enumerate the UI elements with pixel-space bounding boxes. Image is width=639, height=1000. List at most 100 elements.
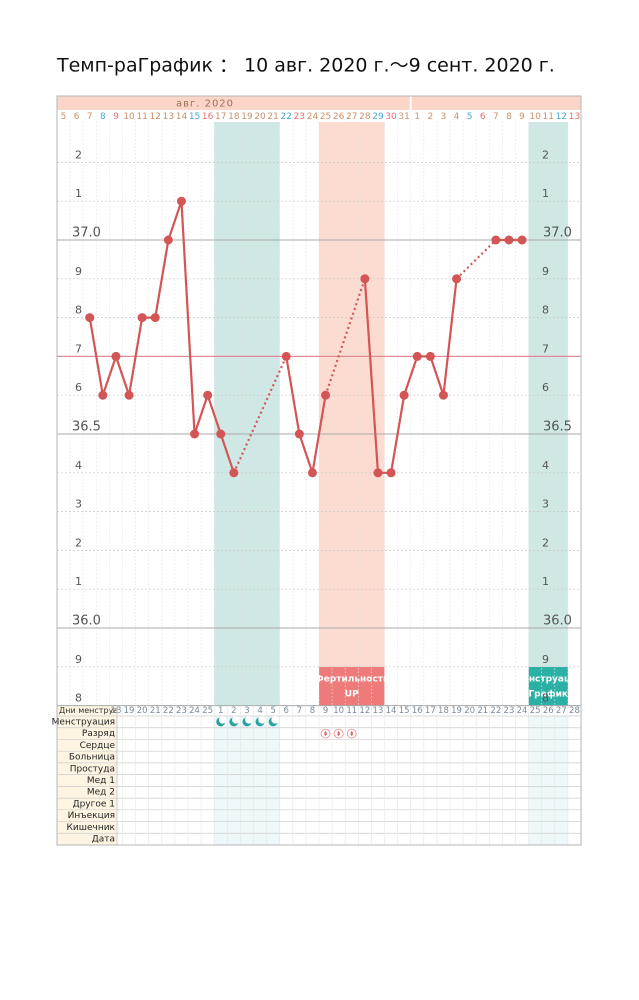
moon-cut	[218, 716, 227, 724]
y-tick-label-right: 8	[542, 692, 549, 705]
temperature-point	[150, 313, 160, 323]
day-label: 13	[163, 112, 174, 122]
cycle-day: 27	[556, 706, 567, 716]
day-label: 11	[543, 112, 554, 122]
temperature-point	[163, 235, 173, 245]
cycle-day: 25	[202, 706, 213, 716]
day-label: 11	[136, 112, 147, 122]
gap-connector	[324, 278, 366, 396]
cycle-day: 13	[373, 706, 384, 716]
y-tick-label: 36.0	[72, 614, 101, 629]
y-tick-label: 7	[75, 342, 82, 355]
day-label: 13	[569, 112, 580, 122]
y-tick-label: 4	[75, 459, 82, 472]
temperature-point	[517, 235, 527, 245]
cycle-day: 28	[569, 706, 580, 716]
y-tick-label-right: 36.0	[543, 614, 572, 629]
day-label: 26	[333, 112, 345, 122]
chart-frame	[56, 95, 582, 846]
day-label: 10	[123, 112, 135, 122]
y-tick-label: 6	[75, 381, 82, 394]
day-label: 27	[346, 112, 357, 122]
cycle-day: 20	[464, 706, 475, 716]
temperature-line	[88, 200, 235, 474]
day-label: 1	[414, 112, 420, 122]
day-label: 2	[427, 112, 433, 122]
day-label: 10	[529, 112, 541, 122]
cycle-day: 23	[176, 706, 187, 716]
temperature-point	[137, 313, 147, 323]
row-label: Простуда	[70, 764, 115, 774]
cycle-day: 18	[438, 706, 449, 716]
y-tick-label-right: 1	[542, 575, 549, 588]
y-tick-label-right: 8	[542, 304, 549, 317]
cycle-day: 23	[504, 706, 515, 716]
temperature-point	[229, 468, 239, 478]
row-label: Менструация	[52, 717, 115, 727]
cycle-day: 11	[346, 706, 357, 716]
row-label: Разряд	[82, 729, 115, 739]
day-label: 9	[519, 112, 525, 122]
day-label: 21	[267, 112, 278, 122]
temperature-point	[85, 313, 95, 323]
temperature-point	[294, 429, 304, 439]
cycle-row-label: Дни менструации	[59, 706, 134, 715]
y-tick-label: 9	[75, 265, 82, 278]
y-tick-label-right: 6	[542, 381, 549, 394]
temperature-point	[111, 351, 121, 361]
y-tick-label: 36.5	[72, 420, 101, 435]
day-label: 29	[372, 112, 384, 122]
cycle-day: 15	[399, 706, 410, 716]
chart-title: Темп-раГрафик ： 10 авг. 2020 г.～9 сент. …	[56, 55, 555, 77]
y-tick-label: 3	[75, 498, 82, 511]
y-tick-label: 9	[75, 653, 82, 666]
temperature-point	[321, 390, 331, 400]
cycle-day: 19	[451, 706, 462, 716]
temperature-point	[491, 235, 501, 245]
cycle-day: 6	[284, 706, 289, 716]
y-tick-label-right: 7	[542, 342, 549, 355]
cycle-day: 4	[257, 706, 262, 716]
cycle-day: 14	[386, 706, 397, 716]
cycle-day: 10	[333, 706, 344, 716]
day-label: 6	[480, 112, 486, 122]
temperature-point	[425, 351, 435, 361]
cycle-day: 24	[517, 706, 528, 716]
cycle-day: 21	[477, 706, 488, 716]
month-header	[57, 96, 581, 110]
row-label: Мед 2	[87, 788, 115, 798]
row-label: Кишечник	[67, 823, 116, 833]
phase-band-lower	[214, 716, 280, 845]
moon-cut	[271, 716, 279, 724]
y-tick-label: 2	[75, 148, 82, 161]
drop-icon	[324, 730, 327, 737]
day-label: 15	[189, 112, 200, 122]
row-label: Больница	[69, 753, 115, 763]
cycle-day: 16	[412, 706, 423, 716]
row-label: Мед 1	[87, 776, 115, 786]
temperature-point	[203, 390, 213, 400]
cycle-day: 12	[359, 706, 370, 716]
temperature-point	[452, 274, 462, 284]
temperature-point	[176, 196, 186, 206]
temperature-point	[373, 468, 383, 478]
cycle-day: 18	[111, 706, 122, 716]
day-label: 5	[467, 112, 473, 122]
cycle-day: 19	[124, 706, 135, 716]
phase-band-lower	[528, 716, 568, 845]
cycle-day: 20	[137, 706, 148, 716]
cycle-day: 25	[530, 706, 541, 716]
temperature-point	[307, 468, 317, 478]
day-label: 24	[307, 112, 319, 122]
cycle-day: 7	[297, 706, 302, 716]
y-tick-label-right: 37.0	[543, 226, 572, 241]
cycle-day: 2	[231, 706, 236, 716]
temperature-point	[412, 351, 422, 361]
day-label: 18	[228, 112, 240, 122]
phase-box-label: UP	[345, 690, 359, 700]
cycle-day: 22	[490, 706, 501, 716]
y-tick-label-right: 9	[542, 653, 549, 666]
moon-cut	[232, 716, 240, 724]
y-tick-label: 37.0	[72, 226, 101, 241]
